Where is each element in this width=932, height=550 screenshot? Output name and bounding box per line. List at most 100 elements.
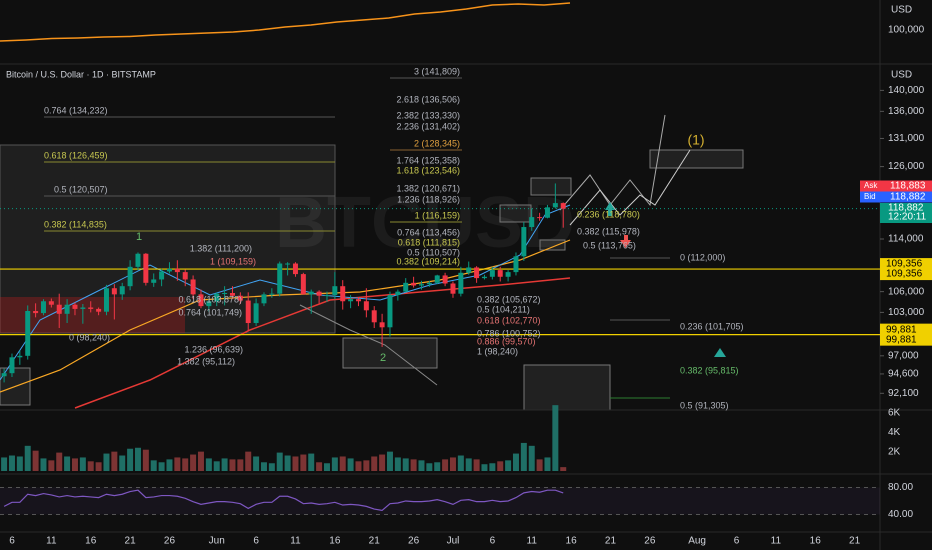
volume-bar [481,464,488,471]
line [0,2,571,42]
x-tick-label: 6 [490,536,496,547]
y-tick-label: 140,000 [888,85,925,96]
candle-body [442,275,448,284]
volume-bar [174,457,181,471]
x-tick-label: 6 [734,536,740,547]
fib-label: 2.618 (136,506) [396,94,460,104]
candle-body [25,310,31,356]
wave-label: 1 [136,231,142,243]
x-tick-label: 11 [771,536,782,547]
candle-body [253,303,259,324]
fib-label: 1.236 (118,926) [397,194,460,204]
price-badge [880,258,932,281]
candle-body [505,272,511,277]
volume-bar [8,455,15,471]
candle-body [348,299,354,302]
wave-label: 2 [380,352,386,364]
last-badge [880,203,932,223]
fib-label: 1.382 (95,112) [177,356,235,366]
volume-bar [158,462,165,471]
x-tick-label: Jul [447,536,460,547]
fib-label: 2.382 (133,330) [396,110,460,120]
quote-value: 118,883 [890,181,926,192]
candle-body [135,253,141,267]
candle-body [300,274,306,295]
y-tick-label: 6K [888,408,901,419]
quote-name: Ask [864,181,878,190]
volume-bar [536,459,543,471]
x-tick-label: 6 [253,536,259,547]
candle-body [324,295,330,297]
candle-body [277,263,283,294]
y-tick-label: 100,000 [888,25,925,36]
candle-body [237,295,243,301]
fib-label: 1.382 (120,671) [396,183,460,193]
x-tick-label: 16 [566,536,578,547]
y-tick-label: 106,000 [888,286,925,297]
candle-body [48,301,54,305]
x-tick-label: 6 [9,536,15,547]
countdown: 12:20:11 [888,212,927,223]
volume-bar [292,456,299,471]
candle-body [151,279,157,283]
fib-label: 0.618 (103,878) [178,294,242,304]
volume-bar [111,451,118,471]
candle-body [96,308,102,312]
y-tick-label: 80.00 [888,482,913,493]
wave-label: (1) [687,132,704,148]
volume-bar [221,458,228,471]
rsi-line [3,489,564,512]
fib-label: 0.764 (101,749) [178,307,242,317]
fib-label: 1.618 (123,546) [396,165,460,175]
volume-bar [347,458,354,471]
x-tick-label: Aug [688,536,706,547]
candle-body [33,310,39,314]
volume-bar [64,456,71,471]
candle-body [206,301,212,307]
fib-label: 0.618 (102,770) [477,315,541,325]
candle-body [521,227,527,257]
candle-body [222,292,228,294]
volume-bar [268,463,275,471]
y-tick-label: 40.00 [888,509,913,520]
volume-bar [237,459,244,471]
candle-body [466,267,472,273]
candle-body [340,286,346,302]
volume-bar [87,461,94,471]
volume-bar [497,461,504,471]
candle-body [229,292,235,296]
y-tick-label: 136,000 [888,106,925,117]
fib-label: 0 (98,240) [69,332,110,342]
fib-label: 0 (112,000) [680,252,725,262]
price-badge [880,323,932,346]
volume-bar [371,456,378,471]
quote-name: Bid [864,192,876,201]
candle-body [379,322,385,328]
y-tick-label: 131,000 [888,133,925,144]
volume-bar [95,462,102,471]
fib-label: 1.236 (96,639) [184,344,243,354]
volume-bar [24,445,31,471]
candle-body [411,282,417,286]
x-tick-label: 16 [85,536,97,547]
volume-bar [142,449,149,471]
volume-bar [457,455,464,471]
volume-bar [1,457,8,471]
volume-bar [339,456,346,471]
y-tick-label: 103,000 [888,307,925,318]
axis-unit: USD [891,70,912,81]
fib-label: 3 (141,809) [414,66,460,76]
candle-body [474,267,480,279]
volume-bar [166,459,173,471]
candle-body [261,294,267,304]
volume-bar [150,460,157,471]
volume-bar [528,445,535,471]
fib-label: 0.236 (118,780) [577,209,640,219]
candle-body [450,283,456,294]
volume-bar [182,458,189,471]
candle-body [544,207,550,218]
volume-bar [402,458,409,471]
volume-bar [394,457,401,471]
candle-body [489,270,495,277]
volume-bar [418,460,425,471]
